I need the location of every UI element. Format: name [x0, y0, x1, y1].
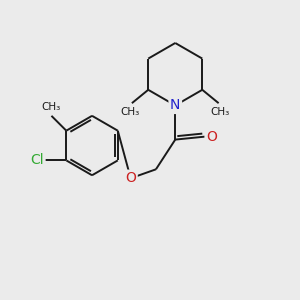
Text: O: O	[125, 171, 136, 185]
Text: CH₃: CH₃	[121, 106, 140, 116]
Text: CH₃: CH₃	[211, 106, 230, 116]
Text: O: O	[206, 130, 217, 144]
Text: N: N	[170, 98, 181, 112]
Text: Cl: Cl	[30, 153, 44, 167]
Text: CH₃: CH₃	[42, 103, 61, 112]
